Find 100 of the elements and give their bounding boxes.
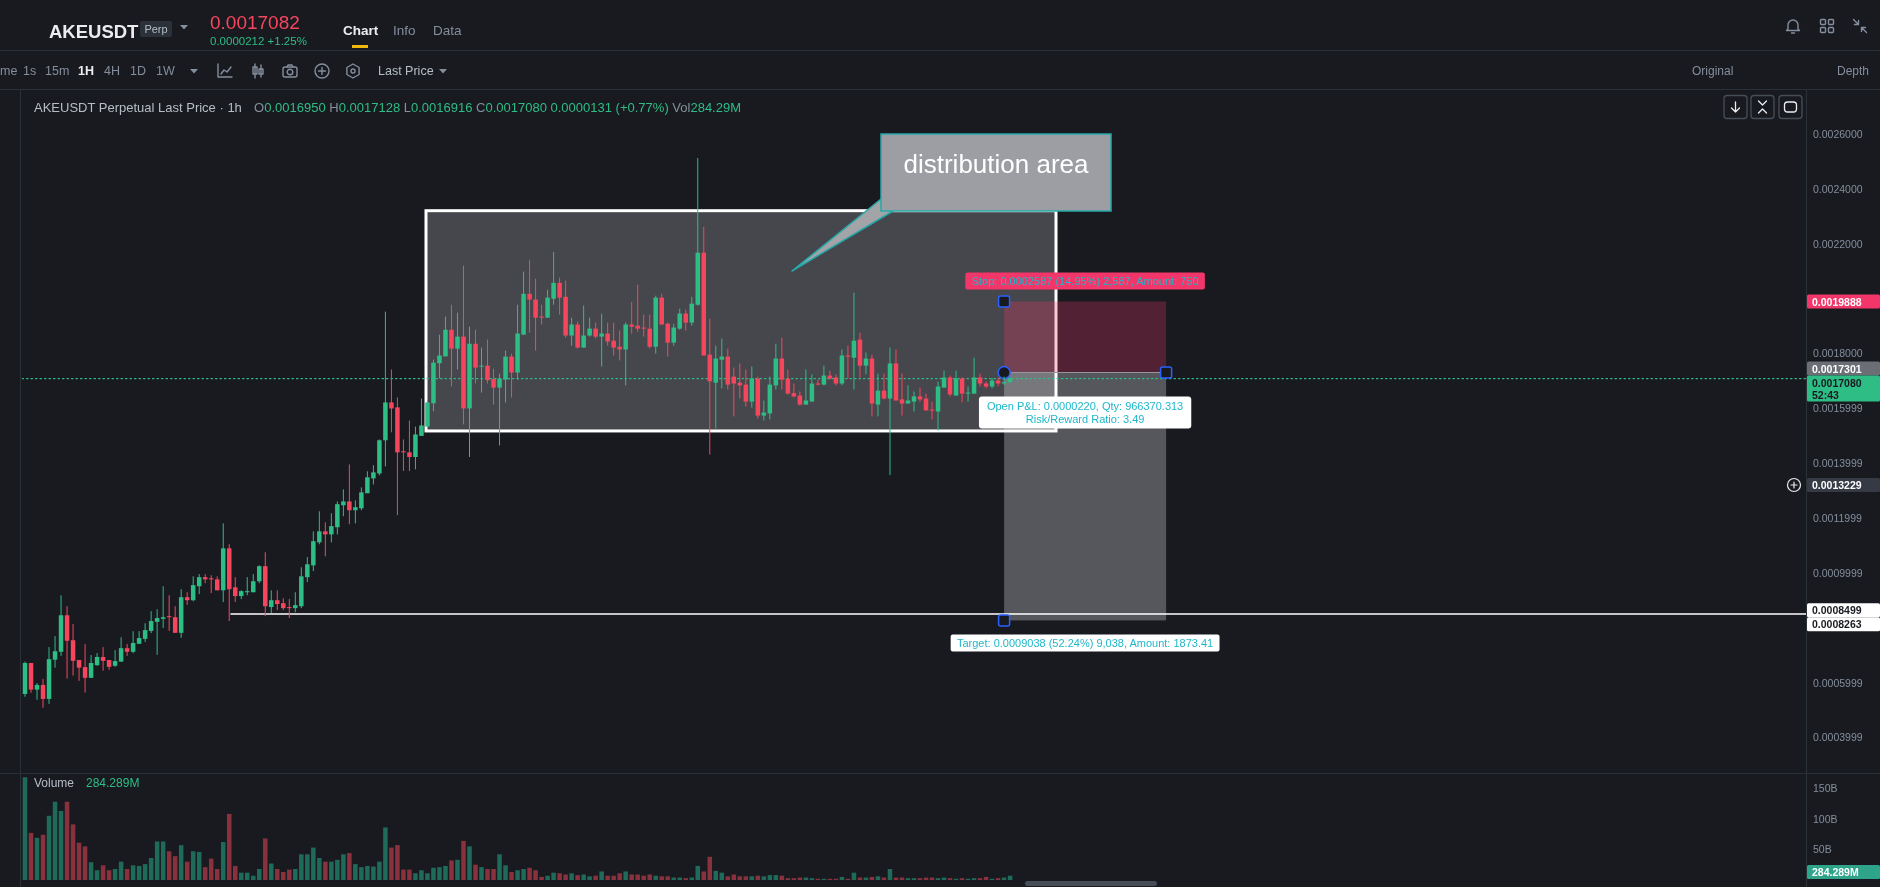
candlestick [911,390,917,412]
candlestick [575,321,580,350]
bar [263,838,268,880]
bar [106,870,112,880]
text: 0.0013229 [1812,479,1862,491]
text: 1H [78,64,94,78]
candlestick [689,296,694,327]
candlestick [70,623,76,677]
y-tick-label: 0.0003999 [1813,731,1863,744]
bar [269,863,274,880]
annotation: Risk/Reward Ratio: 3.49 [1025,413,1145,425]
text: 0.0000212 +1.25% [210,35,307,47]
text: 0.0019888 [1812,295,1862,308]
y-tick-label: 0.0018000 [1813,347,1863,360]
bar [154,841,160,880]
y-tick-label: 100B [1813,812,1838,825]
y-tick-label: 0.0005999 [1813,676,1863,689]
candlestick [52,635,58,669]
band-label: Stop: 0.0002587 (14.95%) 2,587, Amount: 750 [971,275,1199,288]
candlestick [899,373,905,417]
bar [166,851,172,880]
text: Info [393,22,416,38]
bar [743,876,749,880]
bar [767,875,773,880]
bar [202,867,208,880]
y-tick-label: 0.0022000 [1813,237,1863,250]
candlestick [130,630,136,654]
bar [479,867,484,880]
candlestick [815,379,821,386]
bar [467,846,472,880]
candlestick [34,682,40,701]
text: Original [1692,64,1734,78]
bar [88,862,94,880]
text: Depth [1837,64,1870,78]
bar [653,875,658,880]
candlestick [142,622,148,643]
candlestick [88,654,94,679]
bar [593,875,598,880]
text: me [0,64,18,78]
bar [100,865,106,880]
candlestick [527,259,532,334]
y-tick-label: 0.0015999 [1813,402,1863,415]
y-tick-label: 0.0024000 [1813,182,1863,195]
bar [701,871,707,880]
candlestick [118,636,124,663]
text: 4H [104,64,120,78]
candlestick [136,630,142,645]
bar [623,871,628,880]
candlestick [581,305,586,349]
band-label: distribution area [903,149,1090,179]
text: Perp [144,23,168,35]
candlestick [599,313,604,367]
y-tick-label: 50B [1813,843,1832,856]
band-label: Target: 0.0009038 (52.24%) 9,038, Amount: 1873.41 [956,636,1214,649]
y-tick-label: 0.0011999 [1813,511,1863,524]
candlestick [587,317,592,338]
y-tick-label: 0.0026000 [1813,127,1863,140]
bar [773,875,779,880]
bar [461,840,466,880]
bar [569,873,574,880]
candlestick [683,309,688,332]
candlestick [509,353,514,398]
bar [731,874,737,880]
text: 284.289M [1812,866,1859,878]
chart-title: Volume [34,776,75,790]
candlestick [154,608,160,656]
bar [749,876,755,880]
bar [449,860,454,880]
candlestick [449,304,454,388]
bar [94,870,100,880]
text: Chart [343,22,379,38]
y-tick-label: 0.0009999 [1813,566,1863,579]
text: AKEUSDT [49,20,140,42]
text: 1D [130,64,146,78]
text: Last Price [378,64,434,78]
candlestick [569,317,574,347]
text: AKEUSDT Perpetual Last Price · 1h [34,99,242,115]
bar [82,846,88,880]
candlestick [172,605,178,634]
candlestick [407,420,412,472]
bar [323,861,328,880]
text: 0.0017301 [1812,362,1862,375]
bar [347,853,352,880]
chart-subtitle: 284.289M [86,776,140,790]
candlestick [148,610,154,634]
candlestick [347,463,352,525]
bar [737,876,743,880]
candlestick [473,329,478,384]
bar [473,864,478,880]
text: Data [433,22,463,38]
candlestick [82,643,88,694]
bar [725,876,731,880]
candlestick [160,585,166,629]
bar [455,859,460,880]
bar [130,865,136,880]
bar [689,877,694,880]
text: 1s [23,64,37,78]
candlestick [100,646,106,672]
bar [575,875,580,880]
bar [875,876,881,880]
